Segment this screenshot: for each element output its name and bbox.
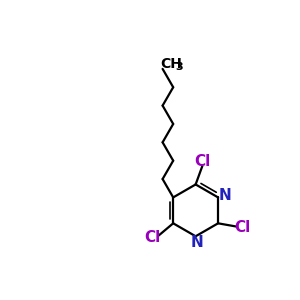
Text: CH: CH: [160, 58, 182, 71]
Text: Cl: Cl: [235, 220, 251, 235]
Text: 3: 3: [175, 62, 183, 72]
Text: Cl: Cl: [195, 154, 211, 169]
Text: N: N: [191, 235, 203, 250]
Text: Cl: Cl: [145, 230, 161, 244]
Text: N: N: [218, 188, 231, 202]
